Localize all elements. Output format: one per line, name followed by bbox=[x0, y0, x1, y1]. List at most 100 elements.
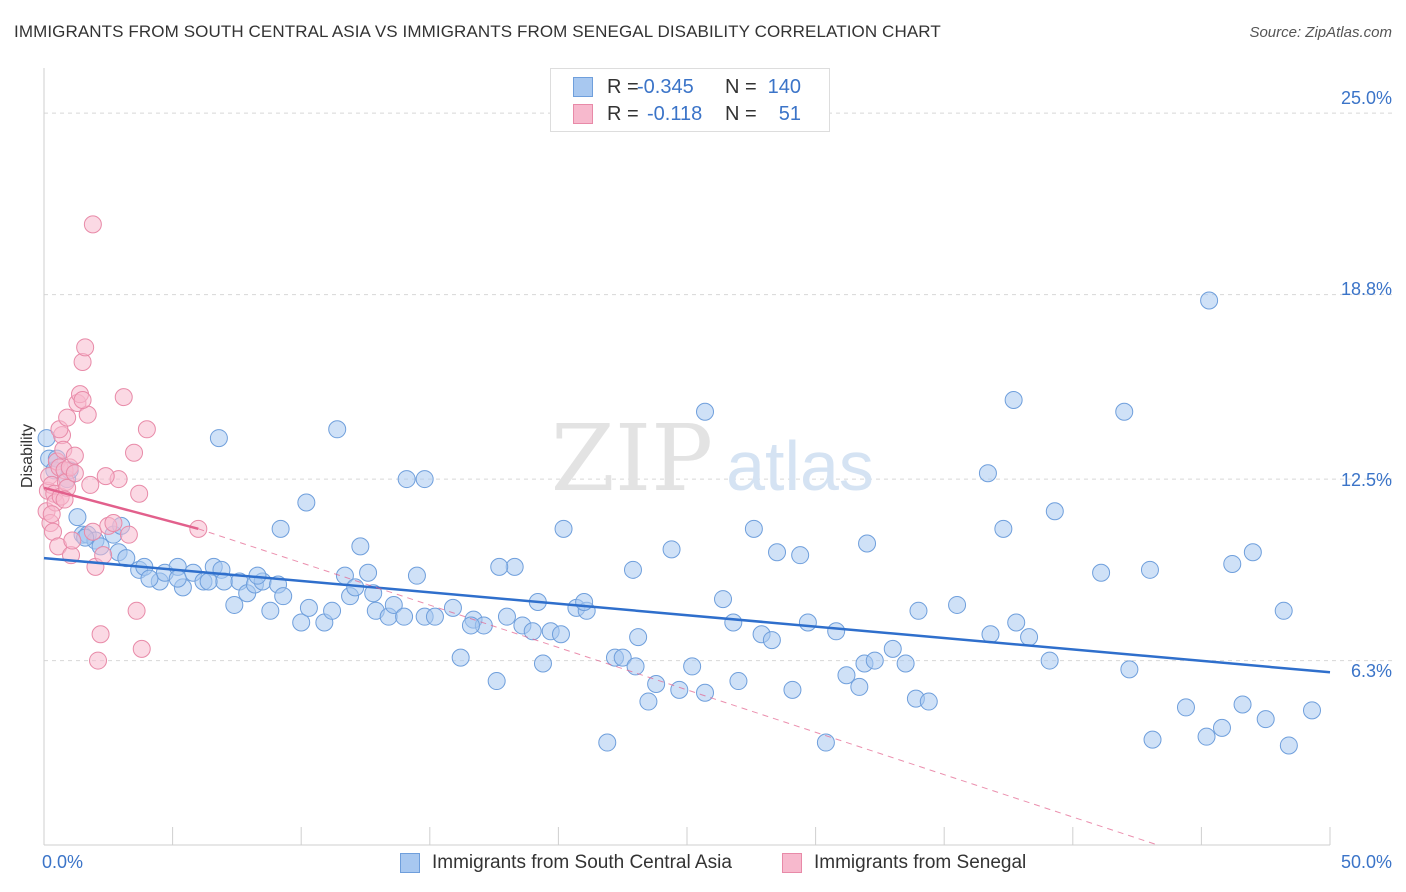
data-point-south-central-asia bbox=[696, 402, 715, 421]
data-point-south-central-asia bbox=[168, 569, 187, 588]
data-point-senegal bbox=[130, 484, 149, 503]
data-point-south-central-asia bbox=[199, 572, 218, 591]
data-point-south-central-asia bbox=[978, 464, 997, 483]
data-point-senegal bbox=[137, 420, 156, 439]
data-point-south-central-asia bbox=[225, 595, 244, 614]
data-point-south-central-asia bbox=[768, 543, 787, 562]
legend-row-senegal: R = -0.118 N = 51 bbox=[573, 102, 801, 126]
legend-swatch-pink bbox=[573, 104, 593, 124]
x-tick-label-max: 50.0% bbox=[1340, 852, 1392, 872]
data-point-south-central-asia bbox=[850, 677, 869, 696]
data-point-south-central-asia bbox=[364, 584, 383, 603]
data-point-south-central-asia bbox=[1115, 402, 1134, 421]
data-point-senegal bbox=[125, 443, 144, 462]
data-point-south-central-asia bbox=[1212, 718, 1231, 737]
watermark-atlas: atlas bbox=[726, 427, 874, 505]
data-point-south-central-asia bbox=[729, 672, 748, 691]
grid-lines bbox=[44, 112, 1392, 662]
bottom-legend-south-central-asia: Immigrants from South Central Asia bbox=[400, 852, 732, 874]
trend-line-senegal-extension bbox=[198, 528, 1158, 846]
data-point-senegal bbox=[73, 391, 92, 410]
data-point-south-central-asia bbox=[598, 733, 617, 752]
data-point-south-central-asia bbox=[1243, 543, 1262, 562]
data-point-south-central-asia bbox=[497, 607, 516, 626]
data-point-south-central-asia bbox=[639, 692, 658, 711]
data-point-south-central-asia bbox=[551, 625, 570, 644]
data-point-south-central-asia bbox=[623, 560, 642, 579]
watermark-zip: ZIP bbox=[551, 405, 713, 512]
series-senegal bbox=[37, 215, 208, 670]
data-point-south-central-asia bbox=[1256, 710, 1275, 729]
data-point-south-central-asia bbox=[1045, 502, 1064, 521]
data-point-south-central-asia bbox=[762, 631, 781, 650]
data-point-south-central-asia bbox=[292, 613, 311, 632]
data-point-south-central-asia bbox=[487, 672, 506, 691]
data-point-senegal bbox=[81, 475, 100, 494]
data-point-south-central-asia bbox=[451, 648, 470, 667]
y-tick-label-12-5: 12.5% bbox=[1340, 470, 1392, 490]
data-point-south-central-asia bbox=[415, 470, 434, 489]
data-point-south-central-asia bbox=[271, 519, 290, 538]
data-point-south-central-asia bbox=[744, 519, 763, 538]
data-point-south-central-asia bbox=[1020, 628, 1039, 647]
bottom-legend-swatch-pink bbox=[782, 853, 802, 873]
data-point-south-central-asia bbox=[323, 601, 342, 620]
data-point-south-central-asia bbox=[68, 508, 87, 527]
data-point-south-central-asia bbox=[837, 666, 856, 685]
data-point-south-central-asia bbox=[351, 537, 370, 556]
data-point-senegal bbox=[91, 625, 110, 644]
data-point-senegal bbox=[94, 546, 113, 565]
data-point-south-central-asia bbox=[714, 590, 733, 609]
data-point-south-central-asia bbox=[328, 420, 347, 439]
legend-r-label: R = bbox=[607, 102, 639, 125]
data-point-south-central-asia bbox=[909, 601, 928, 620]
data-point-south-central-asia bbox=[274, 587, 293, 606]
data-point-south-central-asia bbox=[1007, 613, 1026, 632]
data-point-south-central-asia bbox=[397, 470, 416, 489]
data-point-south-central-asia bbox=[865, 651, 884, 670]
legend-r-value: -0.345 bbox=[637, 75, 694, 98]
legend-swatch-blue bbox=[573, 77, 593, 97]
data-point-south-central-asia bbox=[683, 657, 702, 676]
trend-line-senegal bbox=[43, 486, 199, 531]
data-point-south-central-asia bbox=[384, 595, 403, 614]
data-point-south-central-asia bbox=[407, 566, 426, 585]
bottom-legend-swatch-blue bbox=[400, 853, 420, 873]
data-point-south-central-asia bbox=[670, 680, 689, 699]
data-point-senegal bbox=[104, 513, 123, 532]
data-point-south-central-asia bbox=[791, 546, 810, 565]
legend-r-label: R = bbox=[607, 75, 639, 98]
data-point-south-central-asia bbox=[896, 654, 915, 673]
data-point-south-central-asia bbox=[443, 598, 462, 617]
data-point-senegal bbox=[83, 522, 102, 541]
data-point-senegal bbox=[76, 338, 95, 357]
data-point-south-central-asia bbox=[1200, 291, 1219, 310]
data-point-south-central-asia bbox=[613, 648, 632, 667]
data-point-senegal bbox=[65, 446, 84, 465]
data-point-senegal bbox=[63, 531, 82, 550]
data-point-south-central-asia bbox=[783, 680, 802, 699]
series-south-central-asia bbox=[37, 291, 1321, 755]
x-tick-label-min: 0.0% bbox=[42, 852, 84, 872]
data-point-south-central-asia bbox=[662, 540, 681, 559]
data-point-south-central-asia bbox=[816, 733, 835, 752]
data-point-senegal bbox=[73, 352, 92, 371]
data-point-south-central-asia bbox=[724, 613, 743, 632]
data-point-south-central-asia bbox=[696, 683, 715, 702]
bottom-legend-label: Immigrants from South Central Asia bbox=[432, 852, 732, 873]
data-point-south-central-asia bbox=[297, 493, 316, 512]
data-point-south-central-asia bbox=[1140, 560, 1159, 579]
data-point-senegal bbox=[83, 215, 102, 234]
data-point-south-central-asia bbox=[798, 613, 817, 632]
data-point-south-central-asia bbox=[1279, 736, 1298, 755]
legend-n-value: 51 bbox=[778, 102, 801, 125]
legend-r-value: -0.118 bbox=[647, 102, 703, 125]
legend-box: R = -0.345 N = 140 R = -0.118 N = 51 bbox=[550, 68, 830, 132]
data-point-south-central-asia bbox=[575, 593, 594, 612]
trend-lines bbox=[43, 486, 1331, 846]
data-point-senegal bbox=[42, 505, 61, 524]
data-point-south-central-asia bbox=[626, 657, 645, 676]
data-point-south-central-asia bbox=[425, 607, 444, 626]
data-point-south-central-asia bbox=[461, 616, 480, 635]
